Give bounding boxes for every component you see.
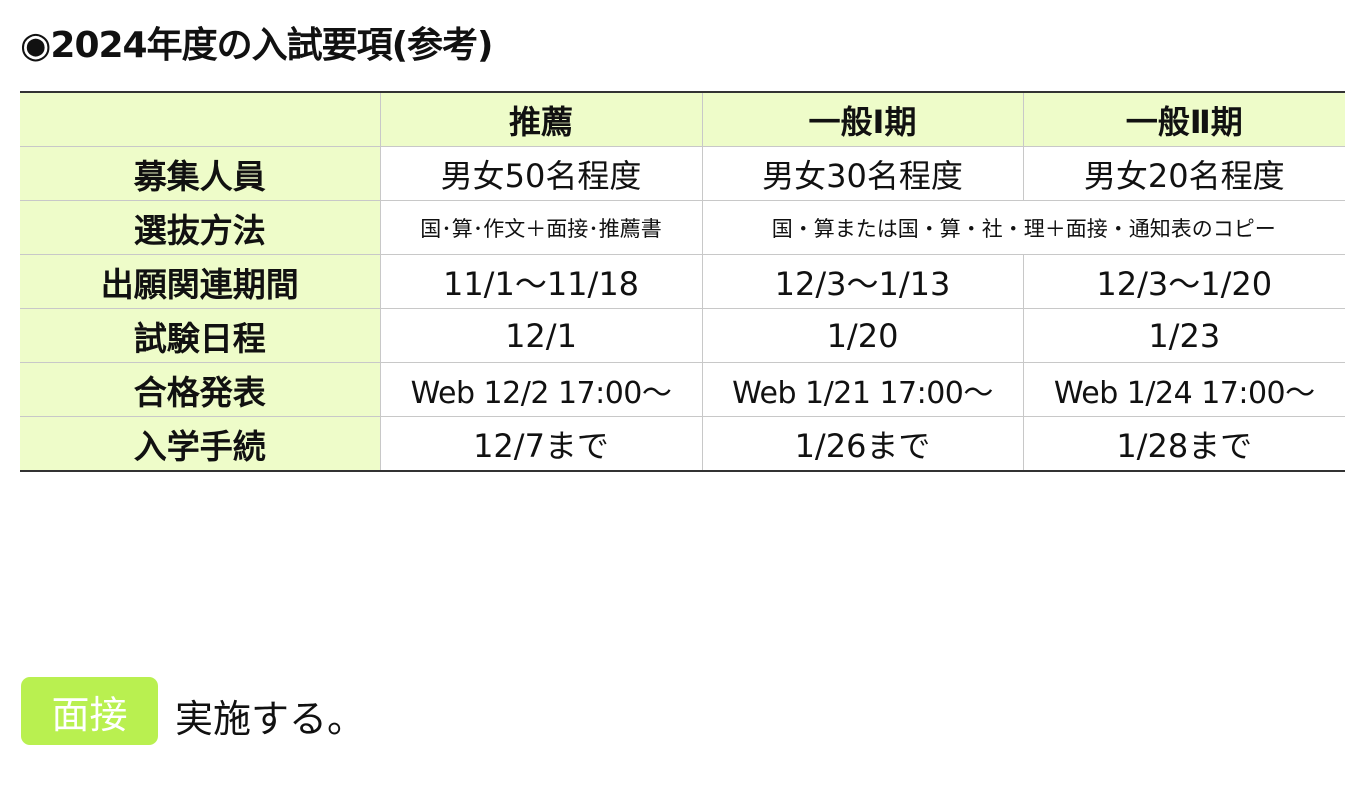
table-row: 合格発表 Web 12/2 17:00〜 Web 1/21 17:00〜 Web… — [20, 362, 1345, 417]
table-cell: 男女30名程度 — [701, 146, 1024, 201]
table-cell: 1/23 — [1022, 308, 1345, 363]
row-label: 募集人員 — [20, 146, 381, 201]
table-cell: 12/3〜1/13 — [701, 254, 1024, 309]
row-label: 試験日程 — [20, 308, 381, 363]
header-recommendation: 推薦 — [379, 91, 703, 147]
interview-note: 実施する。 — [175, 697, 366, 741]
row-label: 選抜方法 — [20, 200, 381, 255]
table-cell: 11/1〜11/18 — [379, 254, 703, 309]
table-cell: Web 12/2 17:00〜 — [379, 362, 703, 417]
table-cell: 国･算･作文＋面接･推薦書 — [379, 200, 703, 255]
table-cell: 12/3〜1/20 — [1022, 254, 1345, 309]
table-cell: Web 1/24 17:00〜 — [1022, 362, 1345, 417]
table-cell: 12/7まで — [379, 416, 703, 472]
header-general-1: 一般Ⅰ期 — [701, 91, 1024, 147]
table-row: 出願関連期間 11/1〜11/18 12/3〜1/13 12/3〜1/20 — [20, 254, 1345, 309]
header-empty — [20, 91, 381, 147]
row-label: 合格発表 — [20, 362, 381, 417]
table-cell: 1/20 — [701, 308, 1024, 363]
table-row: 募集人員 男女50名程度 男女30名程度 男女20名程度 — [20, 146, 1345, 201]
table-cell: 12/1 — [379, 308, 703, 363]
table-row: 選抜方法 国･算･作文＋面接･推薦書 国・算または国・算・社・理＋面接・通知表の… — [20, 200, 1345, 255]
table-row: 入学手続 12/7まで 1/26まで 1/28まで — [20, 416, 1345, 472]
header-general-2: 一般Ⅱ期 — [1022, 91, 1345, 147]
page-title: ◉2024年度の入試要項(参考) — [20, 25, 494, 66]
table-cell: 1/28まで — [1022, 416, 1345, 472]
table-cell: 1/26まで — [701, 416, 1024, 472]
table-cell: 男女50名程度 — [379, 146, 703, 201]
table-cell: 国・算または国・算・社・理＋面接・通知表のコピー — [701, 200, 1345, 255]
admissions-table: 推薦 一般Ⅰ期 一般Ⅱ期 募集人員 男女50名程度 男女30名程度 男女20名程… — [20, 91, 1345, 472]
table-cell: 男女20名程度 — [1022, 146, 1345, 201]
table-header-row: 推薦 一般Ⅰ期 一般Ⅱ期 — [20, 91, 1345, 147]
row-label: 入学手続 — [20, 416, 381, 472]
interview-badge: 面接 — [21, 677, 158, 745]
table-cell: Web 1/21 17:00〜 — [701, 362, 1024, 417]
row-label: 出願関連期間 — [20, 254, 381, 309]
table-row: 試験日程 12/1 1/20 1/23 — [20, 308, 1345, 363]
